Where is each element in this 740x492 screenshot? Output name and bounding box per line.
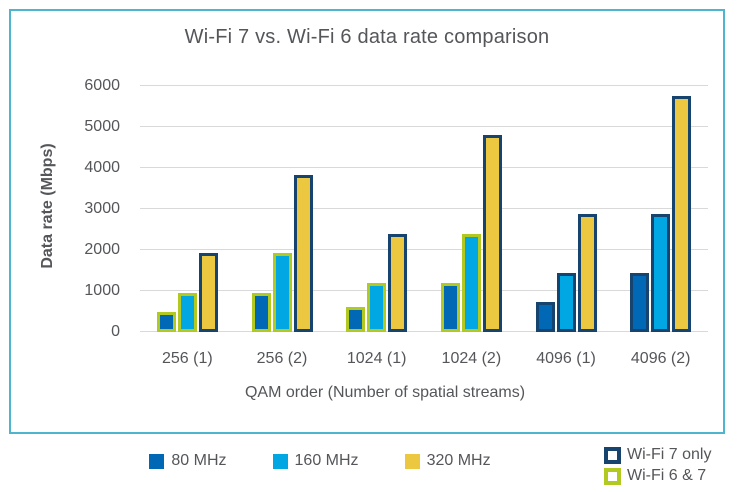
x-tick-label-4096-2-: 4096 (2)	[630, 350, 691, 367]
bar-80MHz-256-2-	[251, 292, 271, 332]
legend-label: 320 MHz	[426, 452, 491, 469]
x-tick-label-4096-1-: 4096 (1)	[536, 350, 596, 367]
outline-legend-item-wifi7only: Wi-Fi 7 only	[604, 446, 711, 464]
gridline-4000	[140, 167, 708, 168]
x-axis-title: QAM order (Number of spatial streams)	[244, 384, 526, 401]
outline-legend: Wi-Fi 7 only Wi-Fi 6 & 7	[604, 446, 711, 485]
outline-legend-item-wifi67: Wi-Fi 6 & 7	[604, 467, 711, 485]
legend-swatch-icon	[149, 453, 165, 469]
y-tick-label-3000: 3000	[84, 200, 120, 217]
bar-320MHz-256-2-	[293, 174, 313, 332]
x-tick-label-1024-1-: 1024 (1)	[346, 350, 407, 367]
outline-legend-label: Wi-Fi 6 & 7	[627, 467, 707, 484]
bar-320MHz-4096-1-	[577, 213, 597, 332]
bar-group-4096-2-	[613, 86, 708, 332]
y-tick-label-4000: 4000	[84, 159, 120, 176]
legend-label: 80 MHz	[171, 452, 227, 469]
gridline-2000	[140, 249, 708, 250]
chart-frame	[9, 9, 725, 434]
bar-160MHz-4096-1-	[556, 272, 576, 332]
y-axis-ticks: 0 1000 2000 3000 4000 5000 6000	[58, 77, 120, 340]
bar-320MHz-1024-1-	[388, 233, 408, 332]
legend-item-320MHz: 320 MHz	[404, 452, 491, 470]
y-tick-label-5000: 5000	[84, 118, 120, 135]
bar-160MHz-256-1-	[177, 292, 197, 332]
y-tick-label-2000: 2000	[84, 241, 120, 258]
gridline-1000	[140, 290, 708, 291]
x-tick-label-256-2-: 256 (2)	[256, 350, 308, 367]
bar-80MHz-4096-1-	[535, 302, 555, 332]
legend-item-160MHz: 160 MHz	[272, 452, 359, 470]
outline-swatch-icon	[604, 446, 621, 464]
y-tick-label-0: 0	[111, 323, 120, 340]
legend-item-80MHz: 80 MHz	[149, 452, 227, 470]
x-tick-label-256-1-: 256 (1)	[161, 350, 213, 367]
series-legend: 80 MHz 160 MHz 320 MHz	[0, 452, 640, 470]
bar-group-1024-1-	[329, 86, 424, 332]
bar-160MHz-1024-2-	[461, 233, 481, 332]
bar-160MHz-1024-1-	[367, 282, 387, 332]
gridline-0	[140, 331, 708, 332]
bar-320MHz-4096-2-	[672, 95, 692, 332]
bar-groups	[140, 86, 708, 332]
x-tick-label-1024-2-: 1024 (2)	[441, 350, 502, 367]
y-axis-title: Data rate (Mbps)	[39, 143, 56, 269]
bar-80MHz-1024-2-	[440, 282, 460, 332]
x-axis-ticks: 256 (1) 256 (2) 1024 (1) 1024 (2) 4096 (1) 40…	[140, 350, 708, 368]
bar-group-256-2-	[235, 86, 330, 332]
bar-160MHz-256-2-	[272, 253, 292, 332]
plot-area	[140, 85, 708, 332]
bar-80MHz-4096-2-	[630, 272, 650, 332]
bar-320MHz-1024-2-	[482, 135, 502, 332]
outline-swatch-icon	[604, 467, 621, 485]
outline-legend-label: Wi-Fi 7 only	[627, 446, 712, 463]
bar-group-4096-1-	[519, 86, 614, 332]
bar-80MHz-256-1-	[156, 312, 176, 332]
legend-label: 160 MHz	[294, 452, 359, 469]
chart-title: Wi-Fi 7 vs. Wi-Fi 6 data rate comparison	[184, 26, 550, 48]
bar-320MHz-256-1-	[198, 253, 218, 332]
gridline-3000	[140, 208, 708, 209]
y-tick-label-1000: 1000	[84, 282, 120, 299]
legend-swatch-icon	[272, 453, 288, 469]
gridline-6000	[140, 85, 708, 86]
bar-160MHz-4096-2-	[651, 213, 671, 332]
y-tick-label-6000: 6000	[84, 77, 120, 94]
bar-80MHz-1024-1-	[346, 307, 366, 332]
bar-group-1024-2-	[424, 86, 519, 332]
gridline-5000	[140, 126, 708, 127]
bar-group-256-1-	[140, 86, 235, 332]
legend-swatch-icon	[404, 453, 420, 469]
